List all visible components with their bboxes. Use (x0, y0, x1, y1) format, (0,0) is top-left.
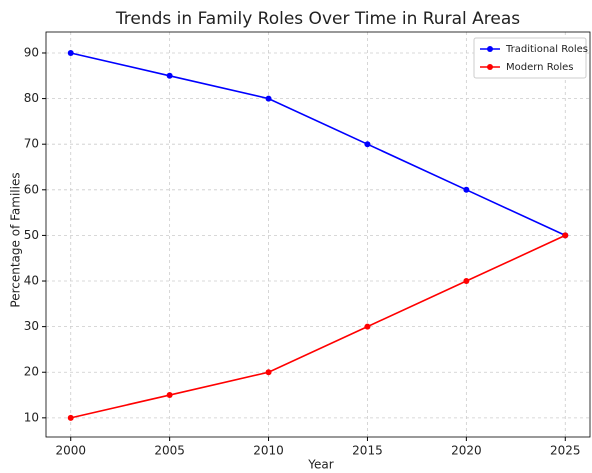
legend-box (473, 37, 587, 79)
data-point (265, 369, 272, 376)
chart-title: Trends in Family Roles Over Time in Rura… (115, 9, 520, 29)
legend-label: Modern Roles (506, 62, 573, 73)
y-tick-label: 80 (24, 91, 39, 105)
data-point (463, 186, 470, 193)
data-point (166, 72, 173, 79)
y-tick-label: 60 (24, 182, 39, 196)
data-point (364, 323, 371, 330)
data-point (67, 414, 74, 421)
x-tick-label: 2020 (451, 444, 482, 458)
data-point (67, 49, 74, 56)
x-tick-label: 2000 (55, 444, 86, 458)
y-tick-label: 40 (24, 274, 39, 288)
x-tick-label: 2025 (550, 444, 581, 458)
x-axis-label: Year (307, 458, 333, 472)
data-point (463, 278, 470, 285)
data-point (265, 95, 272, 102)
y-tick-label: 20 (24, 365, 39, 379)
data-point (166, 392, 173, 399)
series-line (70, 52, 566, 237)
y-axis-label: Percentage of Families (9, 172, 23, 307)
x-tick-label: 2005 (154, 444, 185, 458)
y-tick-label: 70 (24, 137, 39, 151)
x-tick-label: 2010 (253, 444, 284, 458)
x-tick-label: 2015 (352, 444, 383, 458)
y-tick-label: 50 (24, 228, 39, 242)
series-line (70, 234, 566, 419)
y-tick-label: 10 (24, 410, 39, 424)
data-point (562, 232, 569, 239)
y-tick-label: 90 (24, 45, 39, 59)
y-tick-label: 30 (24, 319, 39, 333)
data-point (364, 141, 371, 148)
legend-marker (487, 64, 493, 70)
legend-label: Traditional Roles (505, 44, 588, 55)
legend-marker (487, 46, 493, 52)
plot-frame (45, 31, 591, 438)
